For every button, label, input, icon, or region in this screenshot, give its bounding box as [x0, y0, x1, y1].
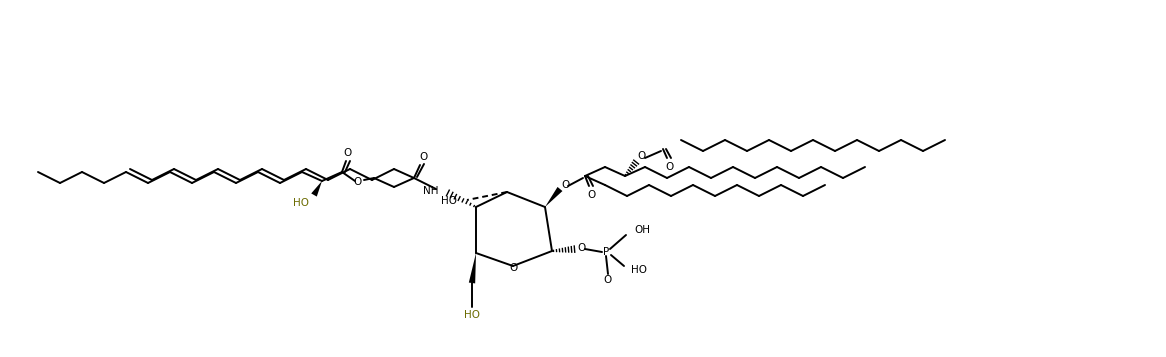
Polygon shape	[311, 181, 322, 197]
Text: O: O	[637, 151, 645, 161]
Text: NH: NH	[422, 186, 438, 196]
Text: HO: HO	[293, 198, 309, 208]
Text: O: O	[577, 243, 585, 253]
Text: HO: HO	[464, 310, 480, 320]
Text: O: O	[666, 162, 674, 172]
Text: HO: HO	[631, 265, 647, 275]
Text: HO: HO	[441, 196, 457, 206]
Text: O: O	[353, 177, 363, 187]
Text: O: O	[510, 263, 518, 273]
Text: P: P	[603, 247, 609, 257]
Text: O: O	[588, 190, 596, 200]
Text: O: O	[561, 180, 569, 190]
Polygon shape	[545, 187, 562, 207]
Text: OH: OH	[634, 225, 649, 235]
Text: O: O	[604, 275, 612, 285]
Polygon shape	[469, 253, 476, 283]
Text: O: O	[344, 148, 352, 158]
Text: O: O	[419, 152, 427, 162]
